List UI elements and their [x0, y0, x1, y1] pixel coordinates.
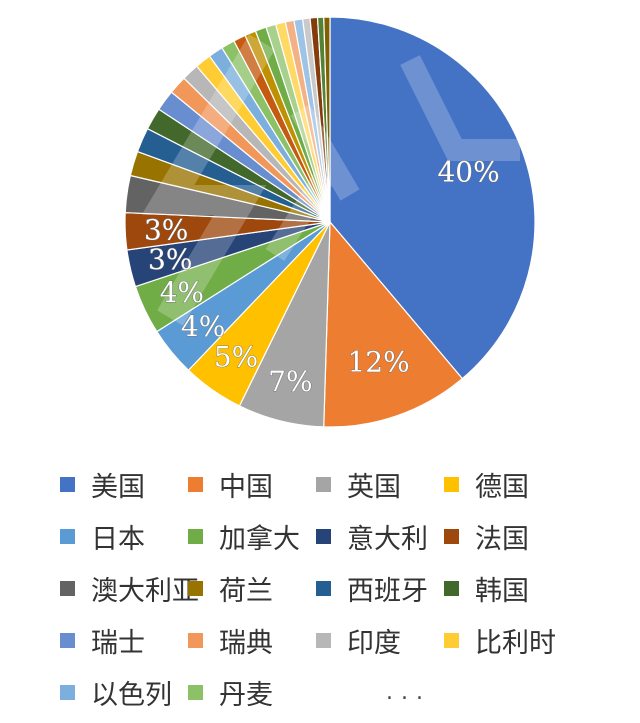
legend-swatch: [60, 528, 75, 544]
legend-item-法国: 法国: [444, 510, 620, 562]
legend-swatch: [60, 632, 75, 648]
legend-more: ...: [316, 666, 444, 718]
pie-slice-中国: [323, 220, 464, 428]
legend-item-丹麦: 丹麦: [188, 666, 316, 718]
slice-label-美国: 40%: [437, 155, 499, 188]
legend-label: 加拿大: [219, 523, 300, 555]
legend-label: 瑞典: [219, 627, 273, 659]
pie-slices: [124, 16, 536, 428]
legend-swatch: [444, 632, 459, 648]
legend-label: 瑞士: [91, 627, 145, 659]
legend-label: 西班牙: [347, 575, 428, 607]
legend-swatch: [316, 632, 331, 648]
legend-item-印度: 印度: [316, 614, 444, 666]
legend-swatch: [188, 632, 203, 648]
slice-label-意大利: 3%: [148, 243, 192, 276]
legend-label: 美国: [91, 471, 145, 503]
legend-swatch: [60, 580, 75, 596]
legend-item-瑞士: 瑞士: [60, 614, 188, 666]
legend-more-text: ...: [386, 679, 431, 705]
legend-label: 德国: [475, 471, 529, 503]
slice-label-中国: 12%: [347, 345, 409, 378]
legend-item-中国: 中国: [188, 458, 316, 510]
pie-chart: 40%12%7%5%4%4%3%3%: [124, 16, 536, 428]
legend-swatch: [188, 684, 203, 700]
pie-slice-28: [323, 16, 331, 223]
legend-label: 日本: [91, 523, 145, 555]
legend-item-韩国: 韩国: [444, 562, 620, 614]
legend-label: 比利时: [475, 627, 556, 659]
slice-labels: 40%12%7%5%4%4%3%3%: [144, 155, 501, 399]
legend-label: 法国: [475, 523, 529, 555]
watermark: [141, 34, 520, 326]
legend-swatch: [316, 476, 331, 492]
legend-label: 丹麦: [219, 679, 273, 711]
slice-label-英国: 7%: [268, 365, 312, 398]
legend-swatch: [60, 476, 75, 492]
legend-item-加拿大: 加拿大: [188, 510, 316, 562]
legend-swatch: [316, 528, 331, 544]
legend-label: 中国: [219, 471, 273, 503]
legend-item-美国: 美国: [60, 458, 188, 510]
legend-item-荷兰: 荷兰: [188, 562, 316, 614]
legend-item-日本: 日本: [60, 510, 188, 562]
legend-label: 韩国: [475, 575, 529, 607]
legend-item-比利时: 比利时: [444, 614, 620, 666]
legend-swatch: [444, 476, 459, 492]
legend-label: 荷兰: [219, 575, 273, 607]
legend-label: 印度: [347, 627, 401, 659]
legend-item-意大利: 意大利: [316, 510, 444, 562]
legend-swatch: [60, 684, 75, 700]
slice-label-日本: 4%: [181, 310, 225, 343]
legend-item-西班牙: 西班牙: [316, 562, 444, 614]
legend-label: 英国: [347, 471, 401, 503]
chart-legend: 美国 中国 英国 德国日本 加拿大 意大利 法国澳大利亚 荷兰 西班牙 韩国瑞士 瑞典 印度 比利时以色…: [60, 458, 620, 718]
legend-item-德国: 德国: [444, 458, 620, 510]
legend-swatch: [316, 580, 331, 596]
legend-item-英国: 英国: [316, 458, 444, 510]
slice-label-德国: 5%: [214, 340, 258, 373]
legend-swatch: [444, 528, 459, 544]
legend-item-澳大利亚: 澳大利亚: [60, 562, 199, 614]
legend-swatch: [188, 580, 203, 596]
slice-label-法国: 3%: [144, 214, 188, 247]
legend-item-以色列: 以色列: [60, 666, 188, 718]
slice-label-加拿大: 4%: [160, 276, 204, 309]
legend-swatch: [444, 580, 459, 596]
legend-item-瑞典: 瑞典: [188, 614, 316, 666]
legend-swatch: [188, 476, 203, 492]
pie-slice-美国: [329, 16, 536, 380]
legend-label: 意大利: [347, 523, 428, 555]
legend-swatch: [188, 528, 203, 544]
legend-label: 以色列: [91, 679, 172, 711]
legend-label: 澳大利亚: [91, 575, 199, 607]
